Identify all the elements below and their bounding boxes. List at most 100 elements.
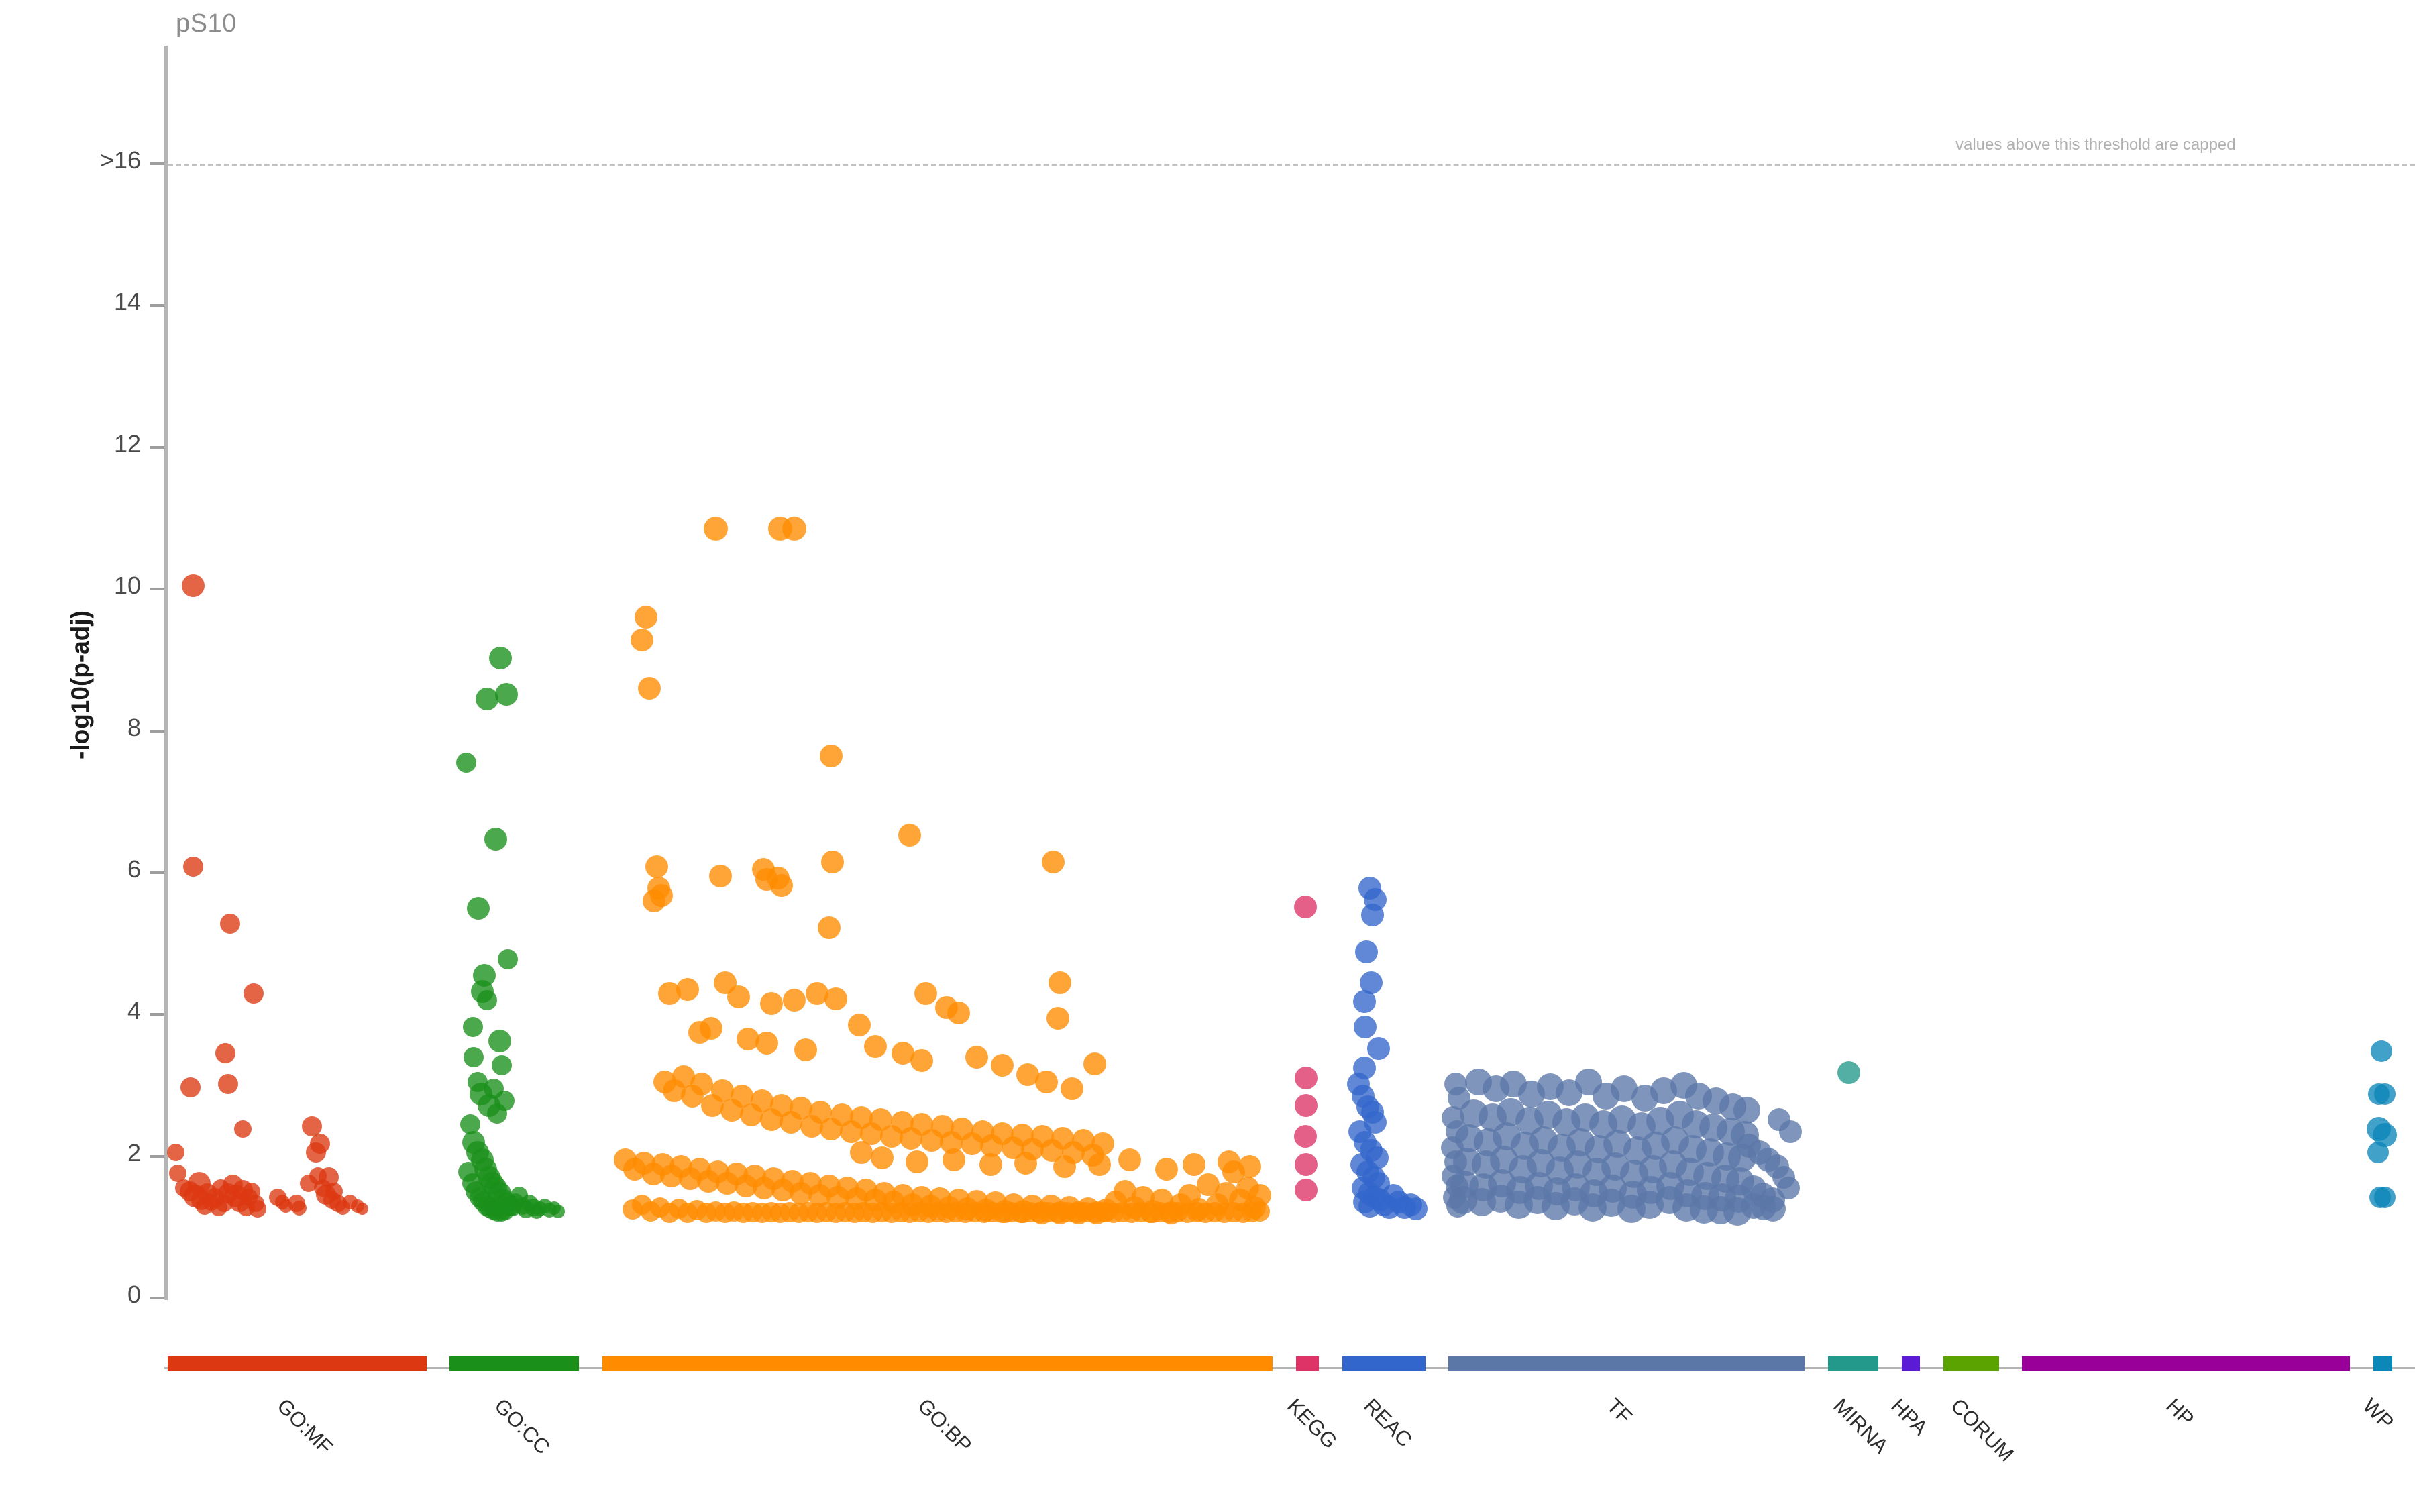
scatter-point[interactable] [1364, 1110, 1387, 1134]
scatter-point[interactable] [817, 1175, 841, 1198]
scatter-point[interactable] [1603, 1129, 1631, 1158]
scatter-point[interactable] [484, 1177, 508, 1200]
scatter-point[interactable] [659, 1203, 680, 1224]
scatter-point[interactable] [215, 1043, 236, 1064]
scatter-point[interactable] [1130, 1202, 1151, 1223]
scatter-point[interactable] [480, 1197, 501, 1218]
scatter-point[interactable] [476, 1195, 497, 1216]
scatter-point[interactable] [243, 983, 264, 1004]
scatter-point[interactable] [2374, 1083, 2396, 1105]
scatter-point[interactable] [1560, 1187, 1589, 1216]
scatter-point[interactable] [478, 1166, 501, 1189]
scatter-point[interactable] [1360, 904, 1384, 927]
scatter-point[interactable] [1351, 1177, 1375, 1200]
scatter-point[interactable] [863, 1203, 883, 1224]
scatter-point[interactable] [662, 1079, 686, 1103]
scatter-point[interactable] [643, 889, 666, 913]
scatter-point[interactable] [1010, 1203, 1031, 1224]
scatter-point[interactable] [1214, 1203, 1235, 1224]
scatter-point[interactable] [243, 1183, 261, 1201]
scatter-point[interactable] [187, 1171, 211, 1195]
scatter-point[interactable] [249, 1199, 267, 1218]
scatter-point[interactable] [1365, 1146, 1389, 1169]
scatter-point[interactable] [1368, 1189, 1392, 1212]
scatter-point[interactable] [1447, 1086, 1470, 1110]
scatter-point[interactable] [547, 1201, 561, 1215]
scatter-point[interactable] [233, 1120, 252, 1138]
scatter-point[interactable] [993, 1200, 1016, 1224]
scatter-point[interactable] [1759, 1187, 1785, 1213]
scatter-point[interactable] [180, 1077, 201, 1098]
scatter-point[interactable] [724, 1163, 748, 1186]
scatter-point[interactable] [853, 1202, 874, 1223]
scatter-point[interactable] [462, 1173, 482, 1193]
scatter-point[interactable] [494, 682, 518, 706]
scatter-point[interactable] [480, 1171, 504, 1195]
scatter-point[interactable] [1222, 1160, 1245, 1183]
scatter-point[interactable] [860, 1122, 883, 1145]
scatter-point[interactable] [1366, 1171, 1390, 1195]
scatter-point[interactable] [1542, 1191, 1570, 1220]
scatter-point[interactable] [1442, 1105, 1465, 1129]
scatter-point[interactable] [940, 1130, 963, 1154]
scatter-point[interactable] [2374, 1186, 2396, 1208]
scatter-point[interactable] [687, 1199, 708, 1220]
scatter-point[interactable] [1725, 1167, 1754, 1195]
scatter-point[interactable] [780, 1169, 804, 1193]
scatter-point[interactable] [292, 1200, 307, 1216]
scatter-point[interactable] [222, 1174, 243, 1195]
scatter-point[interactable] [1039, 1194, 1063, 1218]
scatter-point[interactable] [771, 1179, 794, 1202]
scatter-point[interactable] [650, 1197, 671, 1218]
scatter-point[interactable] [1674, 1179, 1703, 1207]
scatter-point[interactable] [1592, 1082, 1619, 1110]
scatter-point[interactable] [169, 1165, 187, 1182]
scatter-point[interactable] [1499, 1070, 1527, 1097]
scatter-point[interactable] [1730, 1120, 1759, 1149]
scatter-point[interactable] [1122, 1195, 1146, 1219]
scatter-point[interactable] [1356, 1095, 1379, 1118]
scatter-point[interactable] [1445, 1120, 1468, 1143]
scatter-point[interactable] [1046, 1006, 1069, 1030]
scatter-point[interactable] [761, 1202, 782, 1223]
scatter-point[interactable] [2369, 1186, 2392, 1208]
scatter-point[interactable] [983, 1191, 1007, 1215]
scatter-point[interactable] [1693, 1162, 1722, 1191]
scatter-point[interactable] [287, 1195, 305, 1213]
scatter-point[interactable] [755, 868, 778, 892]
scatter-point[interactable] [739, 1103, 763, 1127]
scatter-point[interactable] [807, 1203, 828, 1224]
scatter-point[interactable] [844, 1203, 865, 1224]
scatter-point[interactable] [1617, 1194, 1646, 1223]
scatter-point[interactable] [180, 1181, 201, 1202]
scatter-point[interactable] [699, 1017, 722, 1040]
scatter-point[interactable] [1051, 1127, 1074, 1150]
scatter-point[interactable] [1505, 1190, 1534, 1219]
scatter-point[interactable] [239, 1188, 258, 1206]
scatter-point[interactable] [492, 1189, 513, 1209]
scatter-point[interactable] [1601, 1152, 1629, 1181]
scatter-point[interactable] [466, 1181, 486, 1202]
scatter-point[interactable] [1242, 1202, 1263, 1223]
scatter-point[interactable] [835, 1202, 855, 1223]
scatter-point[interactable] [551, 1205, 566, 1219]
scatter-point[interactable] [1358, 1194, 1382, 1218]
scatter-point[interactable] [713, 971, 737, 994]
scatter-point[interactable] [1399, 1193, 1422, 1216]
scatter-point[interactable] [1103, 1203, 1124, 1224]
scatter-point[interactable] [1029, 1203, 1050, 1224]
scatter-point[interactable] [2367, 1117, 2392, 1142]
scatter-point[interactable] [965, 1045, 989, 1069]
scatter-point[interactable] [1038, 1202, 1059, 1223]
scatter-point[interactable] [1159, 1203, 1179, 1224]
scatter-point[interactable] [951, 1118, 974, 1141]
scatter-point[interactable] [817, 916, 841, 940]
scatter-point[interactable] [237, 1198, 256, 1216]
scatter-point[interactable] [1751, 1194, 1777, 1220]
scatter-point[interactable] [1580, 1179, 1609, 1207]
scatter-point[interactable] [1564, 1150, 1593, 1179]
scatter-point[interactable] [891, 1042, 914, 1065]
scatter-point[interactable] [517, 1200, 535, 1218]
scatter-point[interactable] [1405, 1197, 1428, 1220]
scatter-point[interactable] [705, 1201, 726, 1222]
